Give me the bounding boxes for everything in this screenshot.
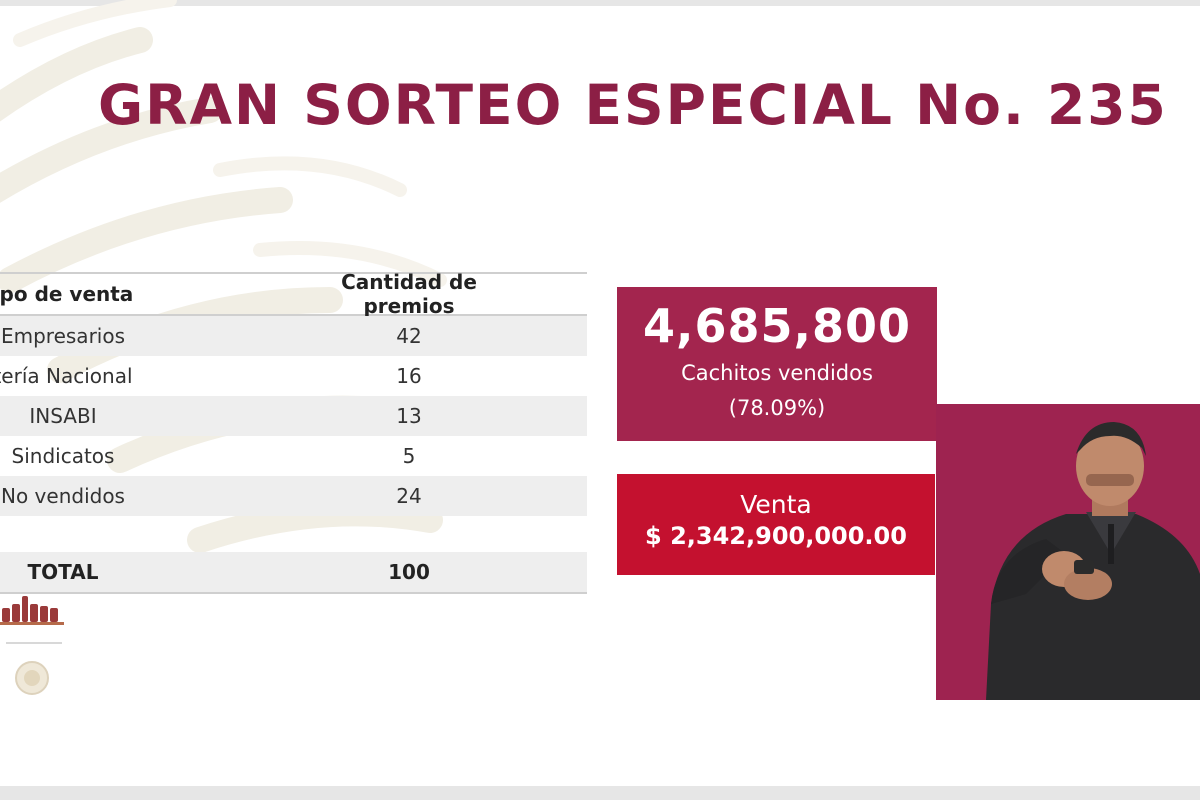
row-cantidad: 24 — [396, 484, 422, 508]
header-tipo-venta: ipo de venta — [0, 282, 134, 306]
tickets-sold-label: Cachitos vendidos — [681, 360, 873, 385]
table-row: Empresarios 42 — [0, 316, 587, 356]
sale-label: Venta — [740, 490, 812, 519]
total-label: TOTAL — [27, 560, 99, 584]
bottom-frame-strip — [0, 786, 1200, 800]
row-tipo: Sindicatos — [11, 444, 115, 468]
sale-amount-card: Venta $ 2,342,900,000.00 — [617, 474, 935, 575]
row-cantidad: 13 — [396, 404, 422, 428]
total-value: 100 — [388, 560, 430, 584]
prize-table: ipo de venta Cantidad de premios Empresa… — [0, 270, 587, 594]
table-row: INSABI 13 — [0, 396, 587, 436]
tickets-sold-card: 4,685,800 Cachitos vendidos (78.09%) — [617, 287, 937, 441]
page-title: GRAN SORTEO ESPECIAL No. 235 — [98, 73, 1168, 137]
logo-area — [0, 590, 80, 700]
lottery-logo-icon — [0, 596, 64, 644]
table-row: No vendidos 24 — [0, 476, 587, 516]
sale-amount: $ 2,342,900,000.00 — [645, 522, 907, 551]
row-tipo: No vendidos — [1, 484, 125, 508]
header-cantidad-premios: Cantidad de premios — [341, 270, 477, 318]
table-total-row: TOTAL 100 — [0, 552, 587, 594]
row-cantidad: 16 — [396, 364, 422, 388]
row-tipo: tería Nacional — [0, 364, 133, 388]
interpreter-figure-icon — [936, 404, 1200, 700]
tickets-sold-count: 4,685,800 — [643, 299, 911, 353]
top-frame-strip — [0, 0, 1200, 6]
table-header: ipo de venta Cantidad de premios — [0, 270, 587, 318]
sign-language-interpreter-video — [936, 404, 1200, 700]
table-row: tería Nacional 16 — [0, 356, 587, 396]
table-row: Sindicatos 5 — [0, 436, 587, 476]
row-tipo: INSABI — [29, 404, 97, 428]
row-cantidad: 5 — [402, 444, 416, 468]
table-spacer — [0, 516, 587, 552]
tickets-sold-percent: (78.09%) — [728, 395, 826, 420]
coat-of-arms-icon — [15, 661, 49, 695]
row-tipo: Empresarios — [0, 324, 125, 348]
row-cantidad: 42 — [396, 324, 422, 348]
